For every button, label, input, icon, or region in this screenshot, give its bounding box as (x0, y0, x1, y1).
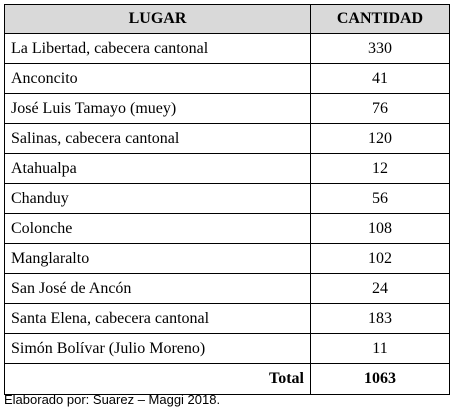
header-quantity: CANTIDAD (310, 4, 450, 34)
total-label: Total (4, 363, 311, 395)
row-place: Colonche (4, 213, 311, 244)
table-row: Anconcito 41 (4, 63, 450, 94)
header-place: LUGAR (4, 4, 311, 34)
row-place: Santa Elena, cabecera cantonal (4, 303, 311, 334)
table-row: Chanduy 56 (4, 183, 450, 214)
table-row: Santa Elena, cabecera cantonal 183 (4, 303, 450, 334)
row-place: Salinas, cabecera cantonal (4, 123, 311, 154)
row-quantity: 183 (310, 303, 450, 334)
total-row: Total 1063 (4, 363, 450, 395)
row-quantity: 120 (310, 123, 450, 154)
table-row: Manglaralto 102 (4, 243, 450, 274)
row-quantity: 76 (310, 93, 450, 124)
table-row: Simón Bolívar (Julio Moreno) 11 (4, 333, 450, 364)
row-place: La Libertad, cabecera cantonal (4, 33, 311, 64)
total-quantity: 1063 (310, 363, 450, 395)
row-quantity: 11 (310, 333, 450, 364)
row-place: Chanduy (4, 183, 311, 214)
table-header-row: LUGAR CANTIDAD (4, 4, 450, 34)
table-row: Atahualpa 12 (4, 153, 450, 184)
row-quantity: 56 (310, 183, 450, 214)
table-row: San José de Ancón 24 (4, 273, 450, 304)
source-note: Elaborado por: Suarez – Maggi 2018. (4, 392, 221, 407)
table-row: José Luis Tamayo (muey) 76 (4, 93, 450, 124)
row-quantity: 330 (310, 33, 450, 64)
row-place: Simón Bolívar (Julio Moreno) (4, 333, 311, 364)
row-place: Manglaralto (4, 243, 311, 274)
row-quantity: 108 (310, 213, 450, 244)
row-place: San José de Ancón (4, 273, 311, 304)
row-quantity: 12 (310, 153, 450, 184)
table-row: La Libertad, cabecera cantonal 330 (4, 33, 450, 64)
row-place: Anconcito (4, 63, 311, 94)
row-place: Atahualpa (4, 153, 311, 184)
places-table: LUGAR CANTIDAD La Libertad, cabecera can… (4, 4, 450, 395)
row-quantity: 102 (310, 243, 450, 274)
table-row: Salinas, cabecera cantonal 120 (4, 123, 450, 154)
table-row: Colonche 108 (4, 213, 450, 244)
row-quantity: 24 (310, 273, 450, 304)
row-quantity: 41 (310, 63, 450, 94)
row-place: José Luis Tamayo (muey) (4, 93, 311, 124)
